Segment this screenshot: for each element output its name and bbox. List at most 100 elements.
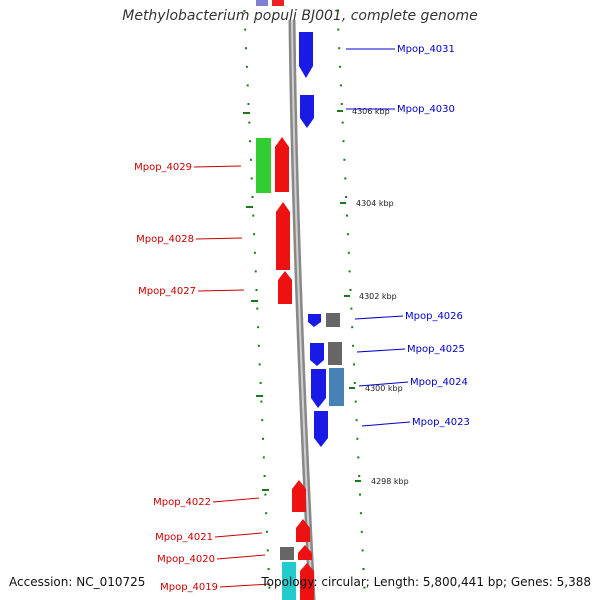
leader-line xyxy=(195,237,243,240)
gene-label-mpop-4024[interactable]: Mpop_4024 xyxy=(410,377,468,388)
guide-dot-left xyxy=(248,121,251,124)
guide-dot-left xyxy=(245,65,248,68)
accession-label: Accession: NC_010725 xyxy=(9,575,146,589)
guide-dot-right xyxy=(363,586,366,589)
gene-label-mpop-4031[interactable]: Mpop_4031 xyxy=(397,44,455,55)
guide-dot-right xyxy=(339,84,342,87)
guide-dot-right xyxy=(353,382,356,384)
gene-label-mpop-4023[interactable]: Mpop_4023 xyxy=(412,417,470,428)
gene-label-mpop-4025[interactable]: Mpop_4025 xyxy=(407,344,465,355)
scale-ticks: 4306 kbp 4304 kbp 4302 kbp 4300 kbp 4298… xyxy=(243,107,409,491)
leader-line xyxy=(219,583,271,588)
guide-dot-left xyxy=(266,530,268,533)
guide-dot-left xyxy=(261,419,264,422)
guide-dot-right xyxy=(348,270,351,273)
gene-label-mpop-4022[interactable]: Mpop_4022 xyxy=(153,497,211,508)
guide-dot-right xyxy=(340,103,343,105)
leader-line xyxy=(356,348,406,353)
leader-line xyxy=(214,532,263,538)
gene-block-mpop-4020-grey[interactable] xyxy=(280,547,294,560)
gene-arrow-mpop-4023[interactable] xyxy=(314,411,328,447)
gene-label-mpop-4027[interactable]: Mpop_4027 xyxy=(138,286,196,297)
guide-dot-left xyxy=(263,475,266,477)
guide-dot-right xyxy=(352,344,355,347)
guide-dot-left xyxy=(257,344,260,347)
guide-dot-right xyxy=(342,140,345,143)
gene-arrow-mpop-4030[interactable] xyxy=(300,95,314,128)
guide-dot-left xyxy=(247,103,250,105)
map-title: Methylobacterium populi BJ001, complete … xyxy=(122,8,478,24)
gene-block-mpop-4025-grey[interactable] xyxy=(328,342,342,365)
guide-dot-right xyxy=(344,177,347,180)
guide-dot-right xyxy=(338,47,341,50)
gene-arrow-mpop-4020[interactable] xyxy=(298,545,312,560)
tick-label: 4300 kbp xyxy=(365,384,403,393)
guide-dot-left xyxy=(260,400,263,403)
gene-arrow-mpop-4022[interactable] xyxy=(292,480,306,512)
guide-dot-left xyxy=(264,493,267,496)
guide-dot-left xyxy=(249,158,252,161)
chromosome-backbone-highlight xyxy=(291,19,313,600)
leader-lines xyxy=(193,48,411,588)
gene-block-mpop-4026-grey[interactable] xyxy=(326,313,340,327)
leader-line xyxy=(197,289,245,292)
gene-label-mpop-4030[interactable]: Mpop_4030 xyxy=(397,104,455,115)
guide-dot-left xyxy=(245,47,247,50)
tick-dots xyxy=(243,10,366,589)
tick-label: 4306 kbp xyxy=(352,107,390,116)
leader-line xyxy=(361,421,411,427)
guide-dot-left xyxy=(253,251,256,254)
gene-arrow-mpop-4028[interactable] xyxy=(276,202,290,270)
genome-summary: Topology: circular; Length: 5,800,441 bp… xyxy=(261,575,591,589)
guide-dot-right xyxy=(356,437,359,440)
guide-dot-right xyxy=(350,307,353,310)
gene-arrow-mpop-4026[interactable] xyxy=(308,314,321,327)
tick-label: 4298 kbp xyxy=(371,477,409,486)
gene-label-mpop-4026[interactable]: Mpop_4026 xyxy=(405,311,463,322)
guide-dot-right xyxy=(349,289,352,291)
gene-label-mpop-4019[interactable]: Mpop_4019 xyxy=(160,582,218,593)
guide-dot-right xyxy=(354,400,357,403)
guide-dot-right xyxy=(353,363,355,366)
guide-dot-right xyxy=(336,10,339,12)
guide-dot-right xyxy=(341,121,344,124)
guide-dot-left xyxy=(254,270,257,273)
guide-dot-left xyxy=(250,177,253,180)
gene-label-mpop-4020[interactable]: Mpop_4020 xyxy=(157,554,215,565)
guide-dot-left xyxy=(262,456,265,459)
leader-line xyxy=(358,381,409,387)
guide-dot-left xyxy=(246,84,249,87)
gene-arrow-mpop-4021[interactable] xyxy=(296,519,310,542)
guide-dot-right xyxy=(337,28,340,31)
tick-label: 4304 kbp xyxy=(356,199,394,208)
gene-arrow-mpop-4029[interactable] xyxy=(275,137,289,192)
tick-label: 4302 kbp xyxy=(359,292,397,301)
gene-label-mpop-4028[interactable]: Mpop_4028 xyxy=(136,234,194,245)
gene-label-mpop-4021[interactable]: Mpop_4021 xyxy=(155,532,213,543)
leader-line xyxy=(354,315,404,320)
guide-dot-right xyxy=(346,233,349,236)
guide-dot-right xyxy=(357,456,360,459)
guide-dot-left xyxy=(256,307,259,310)
gene-arrow-mpop-4027[interactable] xyxy=(278,271,292,304)
guide-dot-left xyxy=(262,437,264,440)
gene-label-mpop-4029[interactable]: Mpop_4029 xyxy=(134,162,192,173)
guide-dot-right xyxy=(359,493,361,496)
guide-dot-right xyxy=(347,251,350,254)
gene-arrow-mpop-4024[interactable] xyxy=(311,369,326,408)
gene-arrow-mpop-4025[interactable] xyxy=(310,343,324,366)
guide-dot-left xyxy=(257,326,260,329)
guide-dot-left xyxy=(251,196,254,198)
guide-dot-right xyxy=(345,196,348,198)
guide-dot-right xyxy=(346,214,348,217)
guide-dot-right xyxy=(343,158,346,161)
gene-block-mpop-4029-green[interactable] xyxy=(256,138,271,193)
guide-dot-right xyxy=(359,512,362,515)
gene-block-mpop-4019-cyan[interactable] xyxy=(282,562,296,600)
guide-dot-left xyxy=(244,28,247,31)
gene-block-mpop-4024-steel[interactable] xyxy=(329,368,344,406)
gene-arrow-mpop-4031[interactable] xyxy=(299,32,313,78)
gene-arrow-mpop-4019[interactable] xyxy=(300,563,314,600)
guide-dot-right xyxy=(358,475,361,477)
